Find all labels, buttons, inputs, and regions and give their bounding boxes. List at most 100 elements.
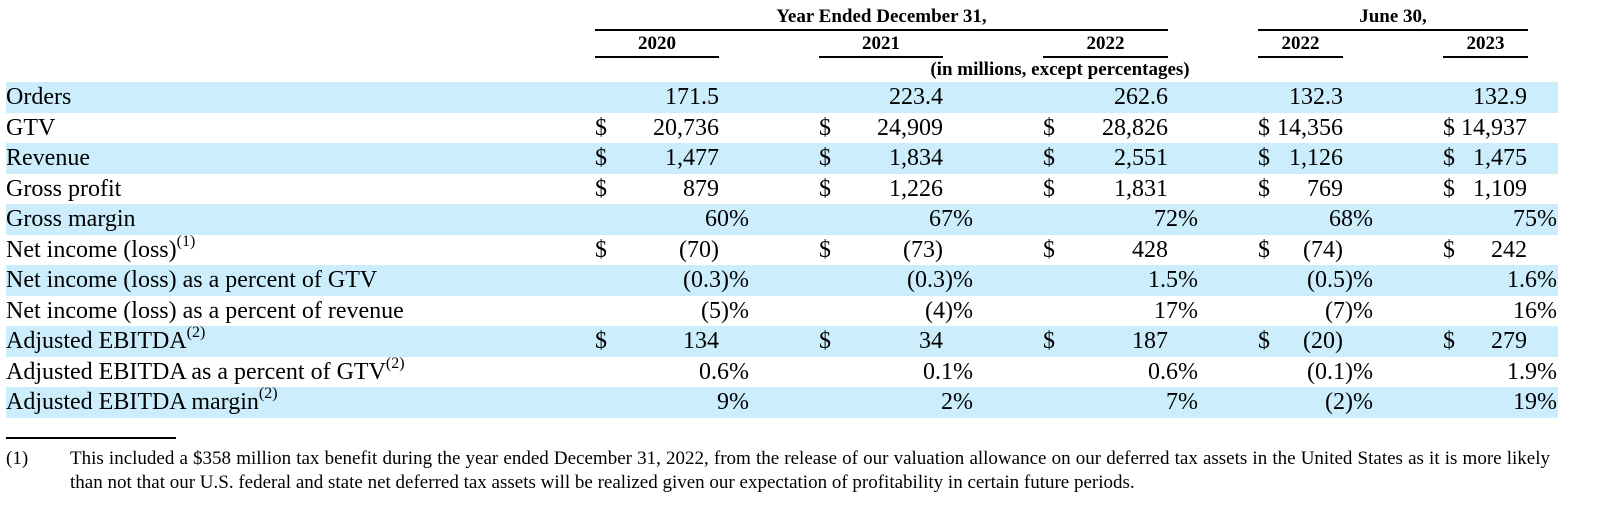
table-row: Adjusted EBITDA as a percent of GTV(2) 0.… bbox=[6, 355, 1558, 388]
value-2021: 34 bbox=[919, 328, 943, 354]
dollar-sign-june-2022: $ bbox=[1258, 114, 1270, 141]
row-label: Net income (loss) as a percent of revenu… bbox=[6, 296, 404, 326]
header-year-2021: 2021 bbox=[862, 33, 900, 54]
header-year-2022: 2022 bbox=[1086, 33, 1125, 54]
table-row: Net income (loss) as a percent of revenu… bbox=[6, 296, 1558, 327]
dollar-sign-june-2023: $ bbox=[1443, 114, 1455, 141]
header-year-ended: Year Ended December 31, bbox=[776, 6, 987, 27]
dollar-sign-2022: $ bbox=[1043, 236, 1055, 263]
table-row: Gross margin 60% 67% 72% 68% 75% bbox=[6, 204, 1558, 235]
value-june-2022: (7)% bbox=[1325, 297, 1373, 324]
value-june-2023: 1.6% bbox=[1507, 267, 1557, 293]
dollar-sign-2020: $ bbox=[595, 328, 607, 354]
row-label: Adjusted EBITDA as a percent of GTV(2) bbox=[6, 355, 405, 387]
header-june-30-rule bbox=[1258, 29, 1528, 31]
header-june-2022-rule bbox=[1258, 56, 1343, 58]
value-june-2023: 242 bbox=[1491, 236, 1527, 263]
value-2021: (73) bbox=[903, 236, 943, 263]
dollar-sign-2022: $ bbox=[1043, 175, 1055, 202]
value-2020: 1,477 bbox=[665, 145, 719, 171]
row-label-text: Adjusted EBITDA bbox=[6, 328, 187, 354]
value-june-2023: 1.9% bbox=[1507, 358, 1557, 385]
value-2022: 28,826 bbox=[1102, 114, 1168, 141]
header-year-2020-rule bbox=[595, 56, 719, 58]
table-row: Net income (loss)(1) $ (70) $ (73) $428 $ (74) $… bbox=[6, 232, 1558, 266]
row-label-text: Net income (loss) bbox=[6, 236, 177, 263]
value-june-2023: 279 bbox=[1491, 328, 1527, 354]
value-june-2022: (2)% bbox=[1325, 389, 1373, 415]
value-june-2023: 75% bbox=[1513, 206, 1557, 232]
header-year-2021-rule bbox=[819, 56, 943, 58]
value-june-2023: 1,109 bbox=[1473, 175, 1527, 202]
dollar-sign-2021: $ bbox=[819, 236, 831, 263]
value-2022: 1.5% bbox=[1148, 267, 1198, 293]
dollar-sign-june-2022: $ bbox=[1258, 328, 1270, 354]
row-label: Orders bbox=[6, 82, 71, 112]
row-label: Revenue bbox=[6, 143, 90, 173]
dollar-sign-2020: $ bbox=[595, 236, 607, 263]
table-row: Adjusted EBITDA(2) $134 $34 $187 $ (20) $279 bbox=[6, 325, 1558, 357]
value-2020: (70) bbox=[679, 236, 719, 263]
row-label: Adjusted EBITDA margin(2) bbox=[6, 386, 278, 417]
dollar-sign-june-2023: $ bbox=[1443, 145, 1455, 171]
value-2022: 262.6 bbox=[1114, 84, 1168, 110]
header-year-ended-rule bbox=[595, 29, 1168, 31]
dollar-sign-2021: $ bbox=[819, 145, 831, 171]
row-label: Gross margin bbox=[6, 204, 136, 234]
value-june-2023: 14,937 bbox=[1461, 114, 1527, 141]
value-2021: 0.1% bbox=[923, 358, 973, 385]
value-2020: (5)% bbox=[701, 297, 749, 324]
row-label: Adjusted EBITDA(2) bbox=[6, 325, 205, 356]
row-label: GTV bbox=[6, 113, 55, 143]
value-june-2022: (20) bbox=[1303, 328, 1343, 354]
row-label-text: Net income (loss) as a percent of GTV bbox=[6, 267, 378, 293]
dollar-sign-2021: $ bbox=[819, 175, 831, 202]
value-june-2022: 14,356 bbox=[1277, 114, 1343, 141]
value-2021: (4)% bbox=[925, 297, 973, 324]
value-june-2022: (0.1)% bbox=[1307, 358, 1373, 385]
table-row: Orders 171.5 223.4 262.6 132.3 132.9 bbox=[6, 82, 1558, 113]
value-2022: 428 bbox=[1132, 236, 1168, 263]
dollar-sign-june-2023: $ bbox=[1443, 236, 1455, 263]
value-2020: 171.5 bbox=[665, 84, 719, 110]
dollar-sign-june-2022: $ bbox=[1258, 145, 1270, 171]
value-june-2023: 1,475 bbox=[1473, 145, 1527, 171]
dollar-sign-2022: $ bbox=[1043, 145, 1055, 171]
value-2022: 72% bbox=[1154, 206, 1198, 232]
row-label-text: Gross margin bbox=[6, 206, 136, 232]
header-year-2020: 2020 bbox=[638, 33, 676, 54]
value-2021: 24,909 bbox=[877, 114, 943, 141]
row-label-text: Orders bbox=[6, 84, 72, 110]
value-2021: 2% bbox=[941, 389, 973, 415]
dollar-sign-june-2022: $ bbox=[1258, 236, 1270, 263]
table-row: Revenue $1,477 $1,834 $2,551 $1,126 $1,475 bbox=[6, 143, 1558, 174]
value-2021: 67% bbox=[929, 206, 973, 232]
row-label: Net income (loss) as a percent of GTV bbox=[6, 265, 377, 295]
header-june-30: June 30, bbox=[1359, 6, 1427, 27]
value-2021: 223.4 bbox=[889, 84, 943, 110]
value-2020: 9% bbox=[717, 389, 749, 415]
footnote-number: (1) bbox=[6, 448, 29, 469]
value-2022: 187 bbox=[1132, 328, 1168, 354]
row-label-text: Gross profit bbox=[6, 175, 122, 202]
value-2020: 0.6% bbox=[699, 358, 749, 385]
value-2020: (0.3)% bbox=[683, 267, 749, 293]
value-june-2022: (74) bbox=[1303, 236, 1343, 263]
value-june-2023: 132.9 bbox=[1473, 84, 1527, 110]
value-june-2023: 16% bbox=[1513, 297, 1557, 324]
value-2022: 7% bbox=[1166, 389, 1198, 415]
value-june-2023: 19% bbox=[1513, 389, 1557, 415]
table-row: Adjusted EBITDA margin(2) 9% 2% 7% (2)% 19% bbox=[6, 386, 1558, 418]
units-note: (in millions, except percentages) bbox=[930, 59, 1190, 80]
row-label-text: Adjusted EBITDA margin bbox=[6, 389, 259, 415]
value-2021: 1,226 bbox=[889, 175, 943, 202]
footnote-ref: (1) bbox=[176, 232, 196, 250]
dollar-sign-2022: $ bbox=[1043, 114, 1055, 141]
row-label: Gross profit bbox=[6, 174, 121, 204]
table-row: Net income (loss) as a percent of GTV (0.… bbox=[6, 265, 1558, 296]
header-june-2023-rule bbox=[1443, 56, 1528, 58]
value-2021: 1,834 bbox=[889, 145, 943, 171]
table-row: Gross profit $879 $1,226 $1,831 $769 $1,109 bbox=[6, 174, 1558, 205]
value-june-2022: (0.5)% bbox=[1307, 267, 1373, 293]
